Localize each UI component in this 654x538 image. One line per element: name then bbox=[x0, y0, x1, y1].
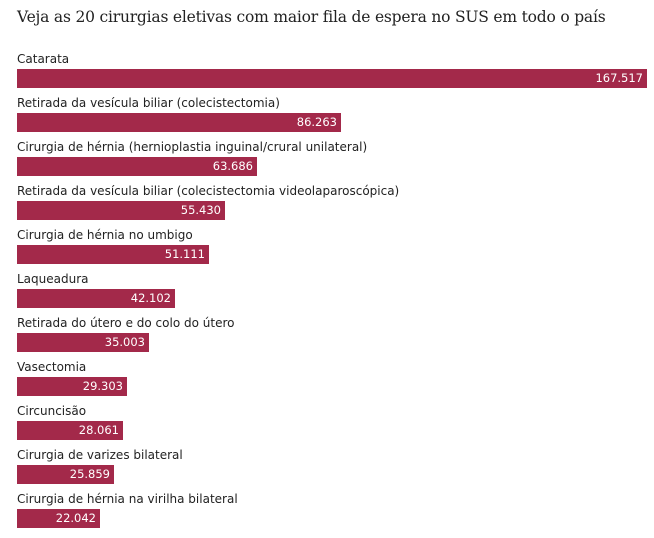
bar-chart: Catarata 167.517 Retirada da vesícula bili… bbox=[17, 51, 647, 535]
bar-value-label: 35.003 bbox=[104, 335, 145, 349]
bar-value-label: 63.686 bbox=[212, 159, 253, 173]
bar-value-label: 42.102 bbox=[130, 291, 171, 305]
bar-row: Retirada da vesícula biliar (colecistect… bbox=[17, 95, 647, 139]
bar-row: Laqueadura 42.102 bbox=[17, 271, 647, 315]
bar: 167.517 bbox=[17, 69, 647, 88]
bar-value-label: 28.061 bbox=[78, 423, 119, 437]
bar-category-label: Cirurgia de hérnia (hernioplastia inguin… bbox=[17, 140, 368, 154]
bar-value-label: 25.859 bbox=[69, 467, 110, 481]
bar-value-label: 55.430 bbox=[180, 203, 221, 217]
bar: 29.303 bbox=[17, 377, 127, 396]
bar-category-label: Cirurgia de hérnia no umbigo bbox=[17, 228, 193, 242]
bar: 51.111 bbox=[17, 245, 209, 264]
bar-row: Vasectomia 29.303 bbox=[17, 359, 647, 403]
chart-title: Veja as 20 cirurgias eletivas com maior … bbox=[17, 8, 606, 26]
bar-row: Cirurgia de varizes bilateral 25.859 bbox=[17, 447, 647, 491]
bar-row: Retirada da vesícula biliar (colecistect… bbox=[17, 183, 647, 227]
bar: 63.686 bbox=[17, 157, 257, 176]
bar-category-label: Laqueadura bbox=[17, 272, 89, 286]
bar-category-label: Retirada da vesícula biliar (colecistect… bbox=[17, 96, 280, 110]
bar-category-label: Vasectomia bbox=[17, 360, 87, 374]
bar-row: Catarata 167.517 bbox=[17, 51, 647, 95]
bar: 25.859 bbox=[17, 465, 114, 484]
bar-value-label: 29.303 bbox=[82, 379, 123, 393]
bar-category-label: Catarata bbox=[17, 52, 70, 66]
bar-row: Cirurgia de hérnia na virilha bilateral 2… bbox=[17, 491, 647, 535]
bar-row: Cirurgia de hérnia no umbigo 51.111 bbox=[17, 227, 647, 271]
bar-row: Retirada do útero e do colo do útero 35.0… bbox=[17, 315, 647, 359]
bar-row: Cirurgia de hérnia (hernioplastia inguin… bbox=[17, 139, 647, 183]
bar: 35.003 bbox=[17, 333, 149, 352]
bar: 42.102 bbox=[17, 289, 175, 308]
bar: 55.430 bbox=[17, 201, 225, 220]
bar: 86.263 bbox=[17, 113, 341, 132]
bar-category-label: Circuncisão bbox=[17, 404, 87, 418]
bar-category-label: Retirada do útero e do colo do útero bbox=[17, 316, 235, 330]
bar-value-label: 22.042 bbox=[55, 511, 96, 525]
bar-category-label: Cirurgia de varizes bilateral bbox=[17, 448, 183, 462]
bar-value-label: 167.517 bbox=[595, 71, 643, 85]
bar-category-label: Retirada da vesícula biliar (colecistect… bbox=[17, 184, 400, 198]
bar-category-label: Cirurgia de hérnia na virilha bilateral bbox=[17, 492, 238, 506]
bar-value-label: 86.263 bbox=[296, 115, 337, 129]
bar-value-label: 51.111 bbox=[164, 247, 205, 261]
bar-row: Circuncisão 28.061 bbox=[17, 403, 647, 447]
bar: 28.061 bbox=[17, 421, 123, 440]
bar: 22.042 bbox=[17, 509, 100, 528]
